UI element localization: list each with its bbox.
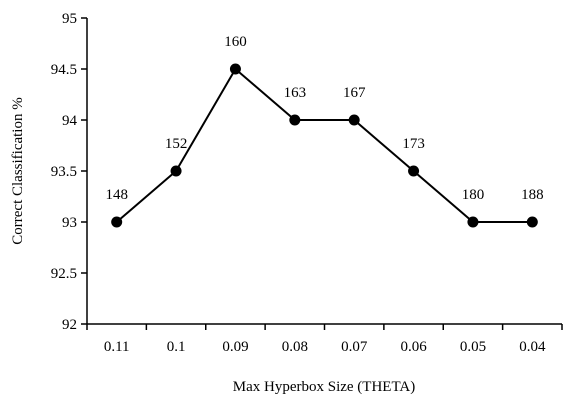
y-tick-label: 95 xyxy=(62,11,77,27)
x-tick-label: 0.08 xyxy=(282,339,308,355)
data-label: 167 xyxy=(343,85,366,101)
series-line xyxy=(116,67,533,223)
data-label: 180 xyxy=(462,187,485,203)
data-point xyxy=(111,216,123,228)
data-label: 160 xyxy=(224,34,247,50)
data-point xyxy=(170,165,182,177)
data-label: 152 xyxy=(165,136,188,152)
y-tick-label: 93 xyxy=(62,215,77,231)
data-label: 163 xyxy=(284,85,307,101)
x-tick-label: 0.11 xyxy=(104,339,130,355)
y-tick-label: 94.5 xyxy=(51,62,77,78)
data-point xyxy=(348,114,360,126)
x-tick-label: 0.1 xyxy=(167,339,186,355)
data-labels: 148 152 160 163 167 173 180 188 xyxy=(105,34,543,203)
data-point xyxy=(526,216,538,228)
data-label: 173 xyxy=(402,136,425,152)
x-tick-label: 0.05 xyxy=(460,339,486,355)
data-point xyxy=(408,165,420,177)
x-axis-title: Max Hyperbox Size (THETA) xyxy=(233,379,416,395)
data-point xyxy=(229,63,241,75)
y-axis-title: Correct Classification % xyxy=(10,97,26,244)
data-label: 148 xyxy=(105,187,128,203)
y-tick-label: 92 xyxy=(62,317,77,333)
data-points xyxy=(111,63,538,228)
x-axis-ticks: 0.11 0.1 0.09 0.08 0.07 0.06 0.05 0.04 xyxy=(86,324,563,355)
x-tick-label: 0.06 xyxy=(400,339,427,355)
x-tick-label: 0.09 xyxy=(222,339,248,355)
x-tick-label: 0.04 xyxy=(519,339,546,355)
y-tick-label: 94 xyxy=(62,113,78,129)
x-tick-label: 0.07 xyxy=(341,339,368,355)
y-tick-label: 93.5 xyxy=(51,164,77,180)
data-point xyxy=(467,216,479,228)
y-tick-label: 92.5 xyxy=(51,266,77,282)
data-label: 188 xyxy=(521,187,544,203)
data-point xyxy=(289,114,301,126)
y-axis-ticks: 92 92.5 93 93.5 94 94.5 95 xyxy=(51,11,87,333)
